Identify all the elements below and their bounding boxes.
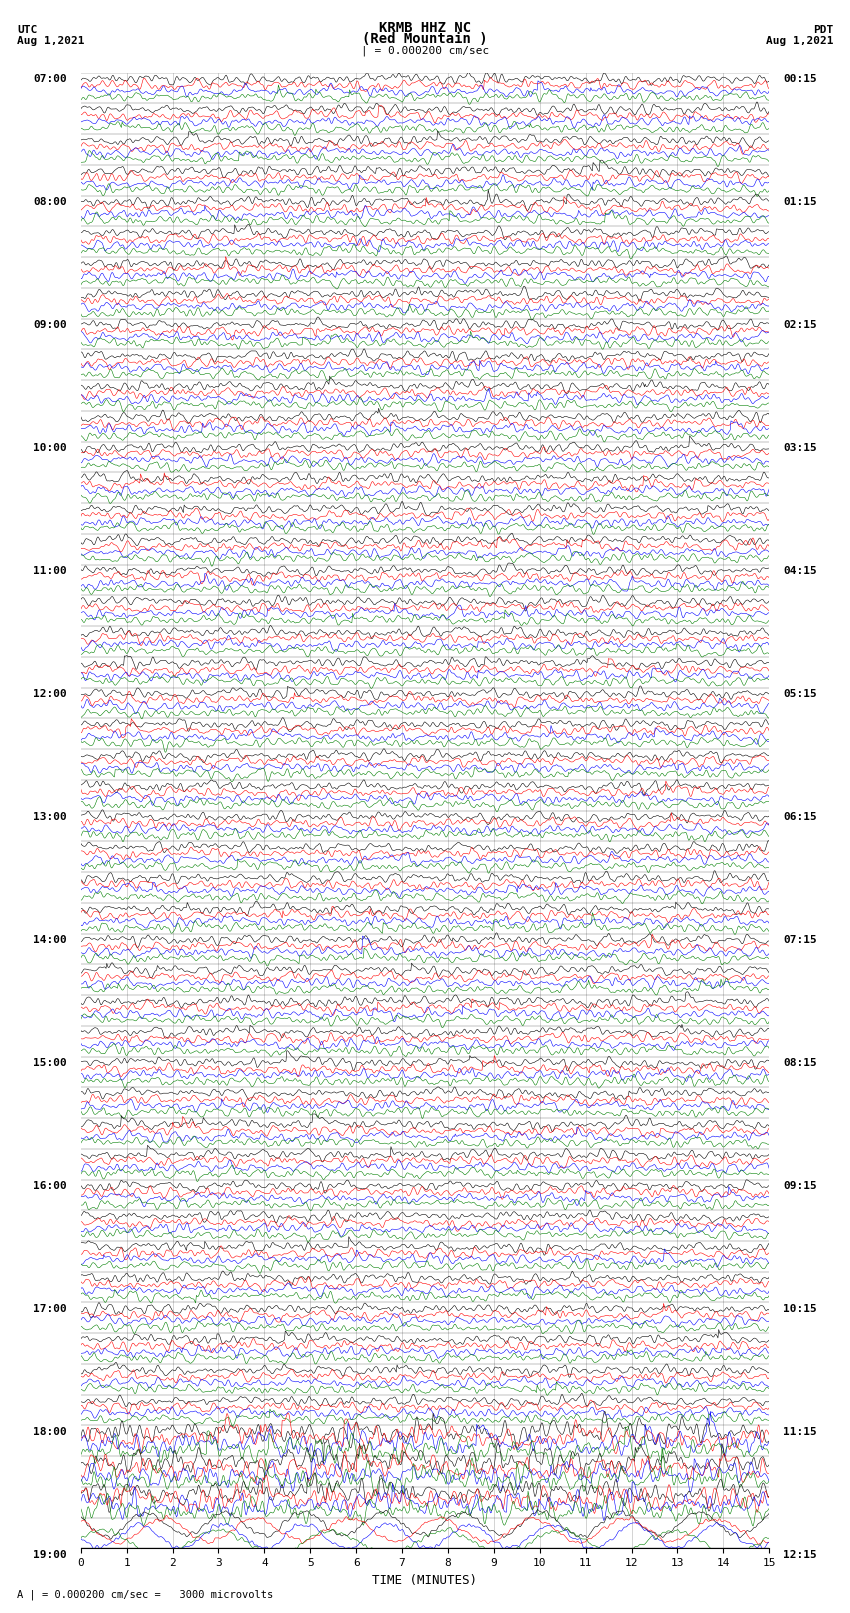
Text: 18:00: 18:00: [33, 1428, 67, 1437]
Text: 16:00: 16:00: [33, 1181, 67, 1190]
Text: A | = 0.000200 cm/sec =   3000 microvolts: A | = 0.000200 cm/sec = 3000 microvolts: [17, 1589, 273, 1600]
Text: KRMB HHZ NC: KRMB HHZ NC: [379, 21, 471, 35]
Text: 17:00: 17:00: [33, 1303, 67, 1315]
Text: 13:00: 13:00: [33, 811, 67, 823]
Text: 06:15: 06:15: [783, 811, 817, 823]
Text: 02:15: 02:15: [783, 319, 817, 331]
Text: 08:00: 08:00: [33, 197, 67, 206]
Text: 09:00: 09:00: [33, 319, 67, 331]
Text: 05:15: 05:15: [783, 689, 817, 698]
Text: 01:15: 01:15: [783, 197, 817, 206]
Text: PDT: PDT: [813, 24, 833, 35]
Text: 00:15: 00:15: [783, 74, 817, 84]
Text: 14:00: 14:00: [33, 936, 67, 945]
Text: Aug 1,2021: Aug 1,2021: [766, 35, 833, 45]
Text: 04:15: 04:15: [783, 566, 817, 576]
Text: 10:15: 10:15: [783, 1303, 817, 1315]
Text: 07:00: 07:00: [33, 74, 67, 84]
Text: UTC: UTC: [17, 24, 37, 35]
Text: | = 0.000200 cm/sec: | = 0.000200 cm/sec: [361, 45, 489, 56]
Text: 12:00: 12:00: [33, 689, 67, 698]
Text: 11:15: 11:15: [783, 1428, 817, 1437]
Text: 12:15: 12:15: [783, 1550, 817, 1560]
Text: (Red Mountain ): (Red Mountain ): [362, 32, 488, 45]
Text: 10:00: 10:00: [33, 444, 67, 453]
Text: 07:15: 07:15: [783, 936, 817, 945]
Text: 15:00: 15:00: [33, 1058, 67, 1068]
Text: 08:15: 08:15: [783, 1058, 817, 1068]
Text: 11:00: 11:00: [33, 566, 67, 576]
Text: 19:00: 19:00: [33, 1550, 67, 1560]
Text: 09:15: 09:15: [783, 1181, 817, 1190]
X-axis label: TIME (MINUTES): TIME (MINUTES): [372, 1574, 478, 1587]
Text: 03:15: 03:15: [783, 444, 817, 453]
Text: Aug 1,2021: Aug 1,2021: [17, 35, 84, 45]
